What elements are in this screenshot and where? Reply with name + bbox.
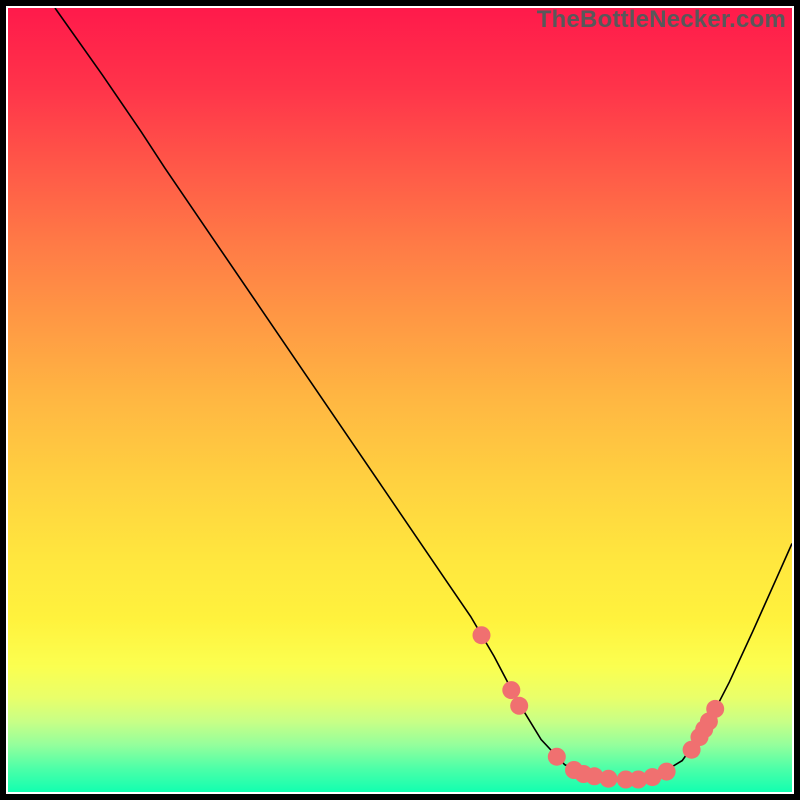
marker-dot — [502, 681, 520, 699]
chart-svg — [8, 8, 792, 792]
gradient-bg — [8, 8, 792, 792]
marker-dot — [658, 763, 676, 781]
marker-dot — [548, 748, 566, 766]
watermark: TheBottleNecker.com — [537, 6, 786, 34]
marker-dot — [600, 770, 618, 788]
plot-area — [8, 8, 792, 792]
marker-dot — [510, 697, 528, 715]
marker-dot — [706, 700, 724, 718]
marker-dot — [473, 626, 491, 644]
